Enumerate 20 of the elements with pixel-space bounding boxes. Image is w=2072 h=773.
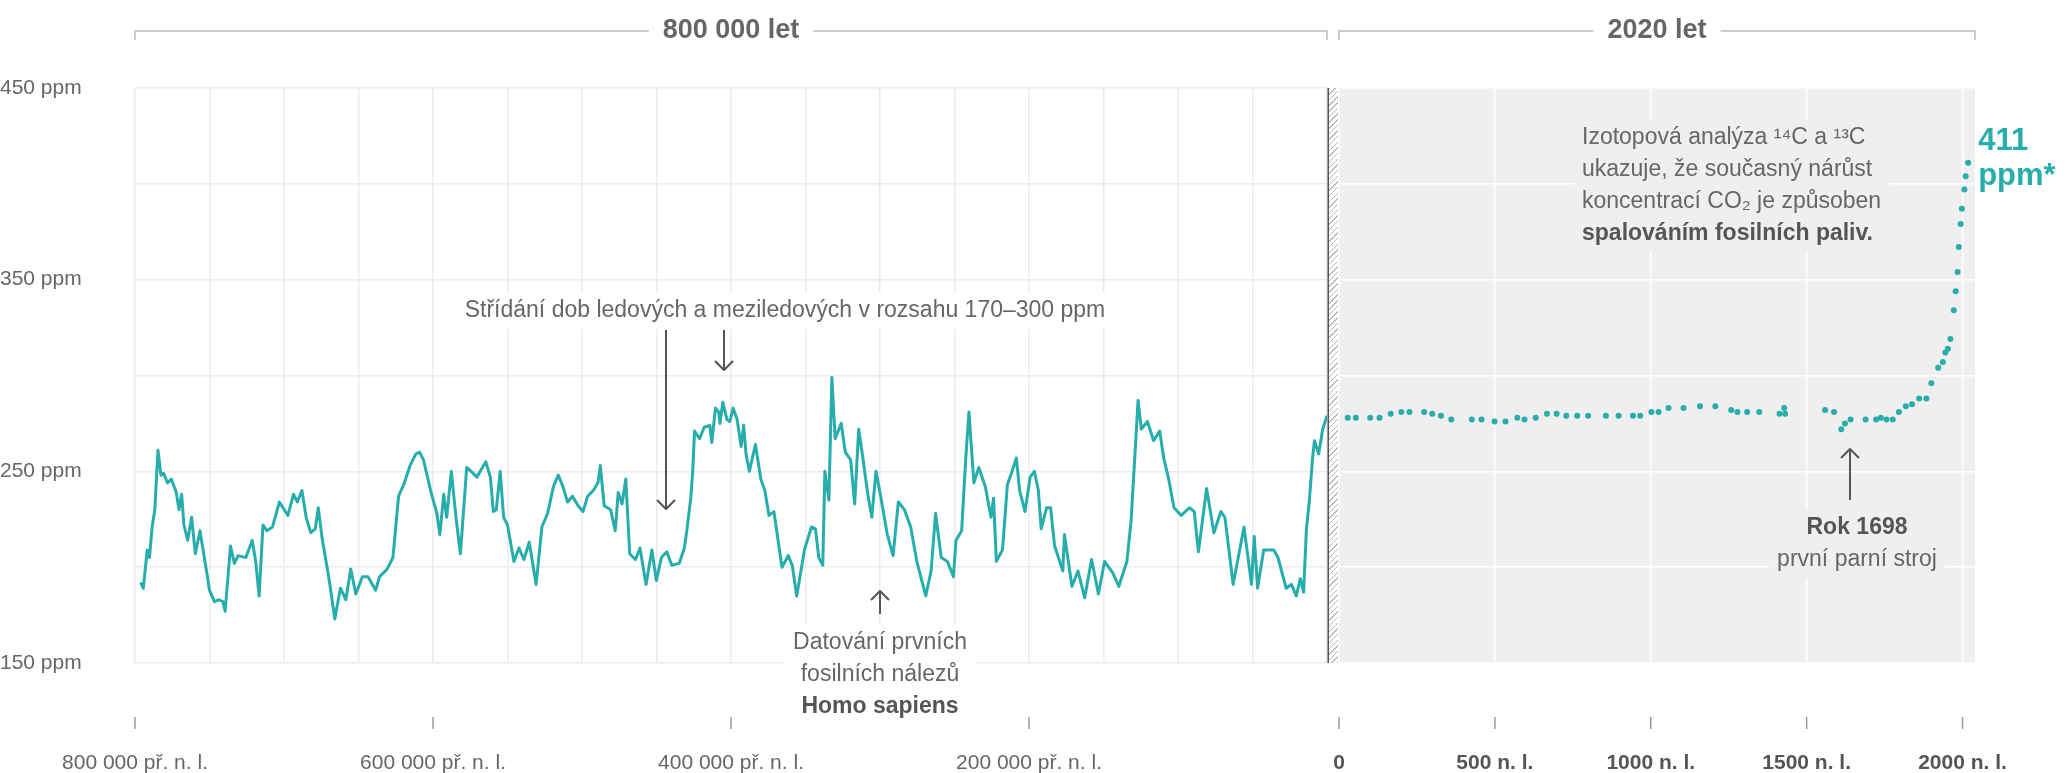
x-tick-label: 500 n. l. [1456, 750, 1534, 773]
chart-title: 2020 let [1607, 14, 1707, 45]
x-tick-label: 0 [1333, 750, 1345, 773]
annotation: Izotopová analýza ¹⁴C a ¹³C ukazuje, že současný nárůst koncentrací CO₂ je způsoben spalováním fosilních paliv. [1582, 123, 1882, 246]
y-tick-label: 350 ppm [0, 266, 82, 290]
annotation: Datování prvních fosilních nálezů Homo sapiens [793, 628, 967, 719]
y-tick-label: 450 ppm [0, 74, 82, 98]
annotation: Rok 1698 první parní stroj [1777, 513, 1937, 572]
annotation: Střídání dob ledových a meziledových v rozsahu 170–300 ppm [464, 296, 1106, 323]
y-tick-label: 150 ppm [0, 649, 82, 673]
x-tick-label: 200 000 př. n. l. [956, 750, 1102, 773]
x-tick-label: 600 000 př. n. l. [360, 750, 506, 773]
x-tick-label: 1500 n. l. [1762, 750, 1852, 773]
x-tick-label: 2000 n. l. [1918, 750, 2007, 773]
chart-title: 800 000 let [662, 14, 800, 45]
x-tick-label: 800 000 př. n. l. [62, 750, 208, 773]
x-tick-label: 400 000 př. n. l. [658, 750, 804, 773]
x-tick-label: 1000 n. l. [1606, 750, 1696, 773]
data-label: 411 ppm* [1978, 121, 2057, 192]
y-tick-label: 250 ppm [0, 458, 82, 482]
